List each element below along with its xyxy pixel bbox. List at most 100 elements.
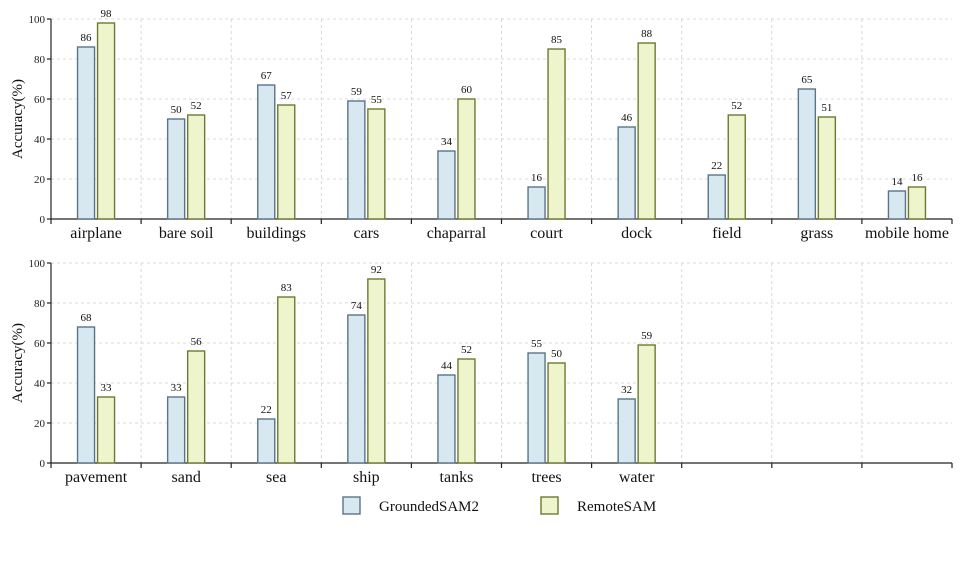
bar-groundedsam2 <box>257 84 276 220</box>
data-label: 22 <box>711 160 722 172</box>
bar-groundedsam2 <box>887 190 907 220</box>
data-label: 22 <box>261 404 272 416</box>
bar-remotesam <box>547 48 566 220</box>
bar-remotesam <box>186 350 206 464</box>
bar-groundedsam2 <box>617 398 636 464</box>
legend-label: GroundedSAM2 <box>379 499 479 515</box>
bar-remotesam <box>277 296 296 464</box>
bar-remotesam <box>367 278 386 464</box>
category-label: sand <box>171 469 200 486</box>
data-label: 56 <box>191 336 203 348</box>
bar-groundedsam2 <box>437 374 456 464</box>
bar-groundedsam2 <box>527 186 546 220</box>
data-label: 34 <box>441 136 453 148</box>
category-label: sea <box>266 469 286 486</box>
bar-remotesam <box>457 98 476 220</box>
bar-remotesam <box>637 344 656 464</box>
y-tick-label: 0 <box>40 214 46 226</box>
category-label: grass <box>800 225 833 242</box>
data-label: 85 <box>551 34 563 46</box>
category-label: field <box>712 225 741 242</box>
bar-remotesam <box>907 186 927 220</box>
data-label: 59 <box>641 330 653 342</box>
bar-groundedsam2 <box>347 100 366 220</box>
bar-groundedsam2 <box>617 126 636 220</box>
bar-groundedsam2 <box>76 326 96 464</box>
y-tick-label: 20 <box>34 418 46 430</box>
category-label: ship <box>353 469 380 486</box>
y-axis-label: Accuracy(%) <box>10 79 26 159</box>
data-label: 14 <box>891 176 903 188</box>
bar-groundedsam2 <box>797 88 817 220</box>
data-label: 55 <box>531 338 543 350</box>
category-label: court <box>530 225 563 242</box>
y-tick-label: 20 <box>34 174 46 186</box>
data-label: 68 <box>81 312 93 324</box>
data-label: 50 <box>171 104 183 116</box>
data-label: 44 <box>441 360 453 372</box>
data-label: 65 <box>801 74 813 86</box>
bar-remotesam <box>277 104 296 220</box>
bar-groundedsam2 <box>257 418 276 464</box>
category-label: chaparral <box>427 225 487 242</box>
category-label: tanks <box>440 469 474 486</box>
bar-groundedsam2 <box>437 150 456 220</box>
bar-remotesam <box>96 22 116 220</box>
legend-swatch <box>342 496 361 515</box>
data-label: 98 <box>101 8 113 20</box>
bar-remotesam <box>547 362 566 464</box>
data-label: 86 <box>81 32 93 44</box>
bar-groundedsam2 <box>347 314 366 464</box>
bar-groundedsam2 <box>76 46 96 220</box>
data-label: 59 <box>351 86 363 98</box>
legend-label: RemoteSAM <box>577 499 656 515</box>
bar-remotesam <box>367 108 386 220</box>
data-label: 46 <box>621 112 633 124</box>
y-axis-label: Accuracy(%) <box>10 323 26 403</box>
y-tick-label: 40 <box>34 378 46 390</box>
data-label: 88 <box>641 28 653 40</box>
bar-remotesam <box>727 114 746 220</box>
data-label: 52 <box>731 100 742 112</box>
bar-groundedsam2 <box>166 396 186 464</box>
data-label: 55 <box>371 94 383 106</box>
category-label: cars <box>353 225 379 242</box>
data-label: 52 <box>461 344 472 356</box>
data-label: 83 <box>281 282 293 294</box>
category-label: buildings <box>246 225 306 242</box>
category-label: airplane <box>70 225 122 242</box>
category-label: pavement <box>65 469 128 486</box>
data-label: 16 <box>911 172 923 184</box>
bar-remotesam <box>817 116 837 220</box>
bar-groundedsam2 <box>166 118 186 220</box>
data-label: 52 <box>191 100 202 112</box>
data-label: 92 <box>371 264 382 276</box>
y-tick-label: 100 <box>29 14 46 26</box>
data-label: 67 <box>261 70 273 82</box>
category-label: water <box>619 469 655 486</box>
y-tick-label: 100 <box>29 258 46 270</box>
bar-remotesam <box>457 358 476 464</box>
y-tick-label: 80 <box>34 54 46 66</box>
y-tick-label: 0 <box>40 458 46 470</box>
y-tick-label: 40 <box>34 134 46 146</box>
legend-swatch <box>540 496 559 515</box>
data-label: 51 <box>821 102 832 114</box>
data-label: 16 <box>531 172 543 184</box>
y-tick-label: 80 <box>34 298 46 310</box>
bar-groundedsam2 <box>527 352 546 464</box>
data-label: 50 <box>551 348 563 360</box>
bar-remotesam <box>96 396 116 464</box>
y-tick-label: 60 <box>34 94 46 106</box>
data-label: 57 <box>281 90 293 102</box>
category-label: bare soil <box>159 225 214 242</box>
bar-remotesam <box>637 42 656 220</box>
category-label: mobile home <box>865 225 949 242</box>
data-label: 60 <box>461 84 473 96</box>
bar-groundedsam2 <box>707 174 726 220</box>
data-label: 74 <box>351 300 363 312</box>
data-label: 32 <box>621 384 632 396</box>
data-label: 33 <box>101 382 113 394</box>
